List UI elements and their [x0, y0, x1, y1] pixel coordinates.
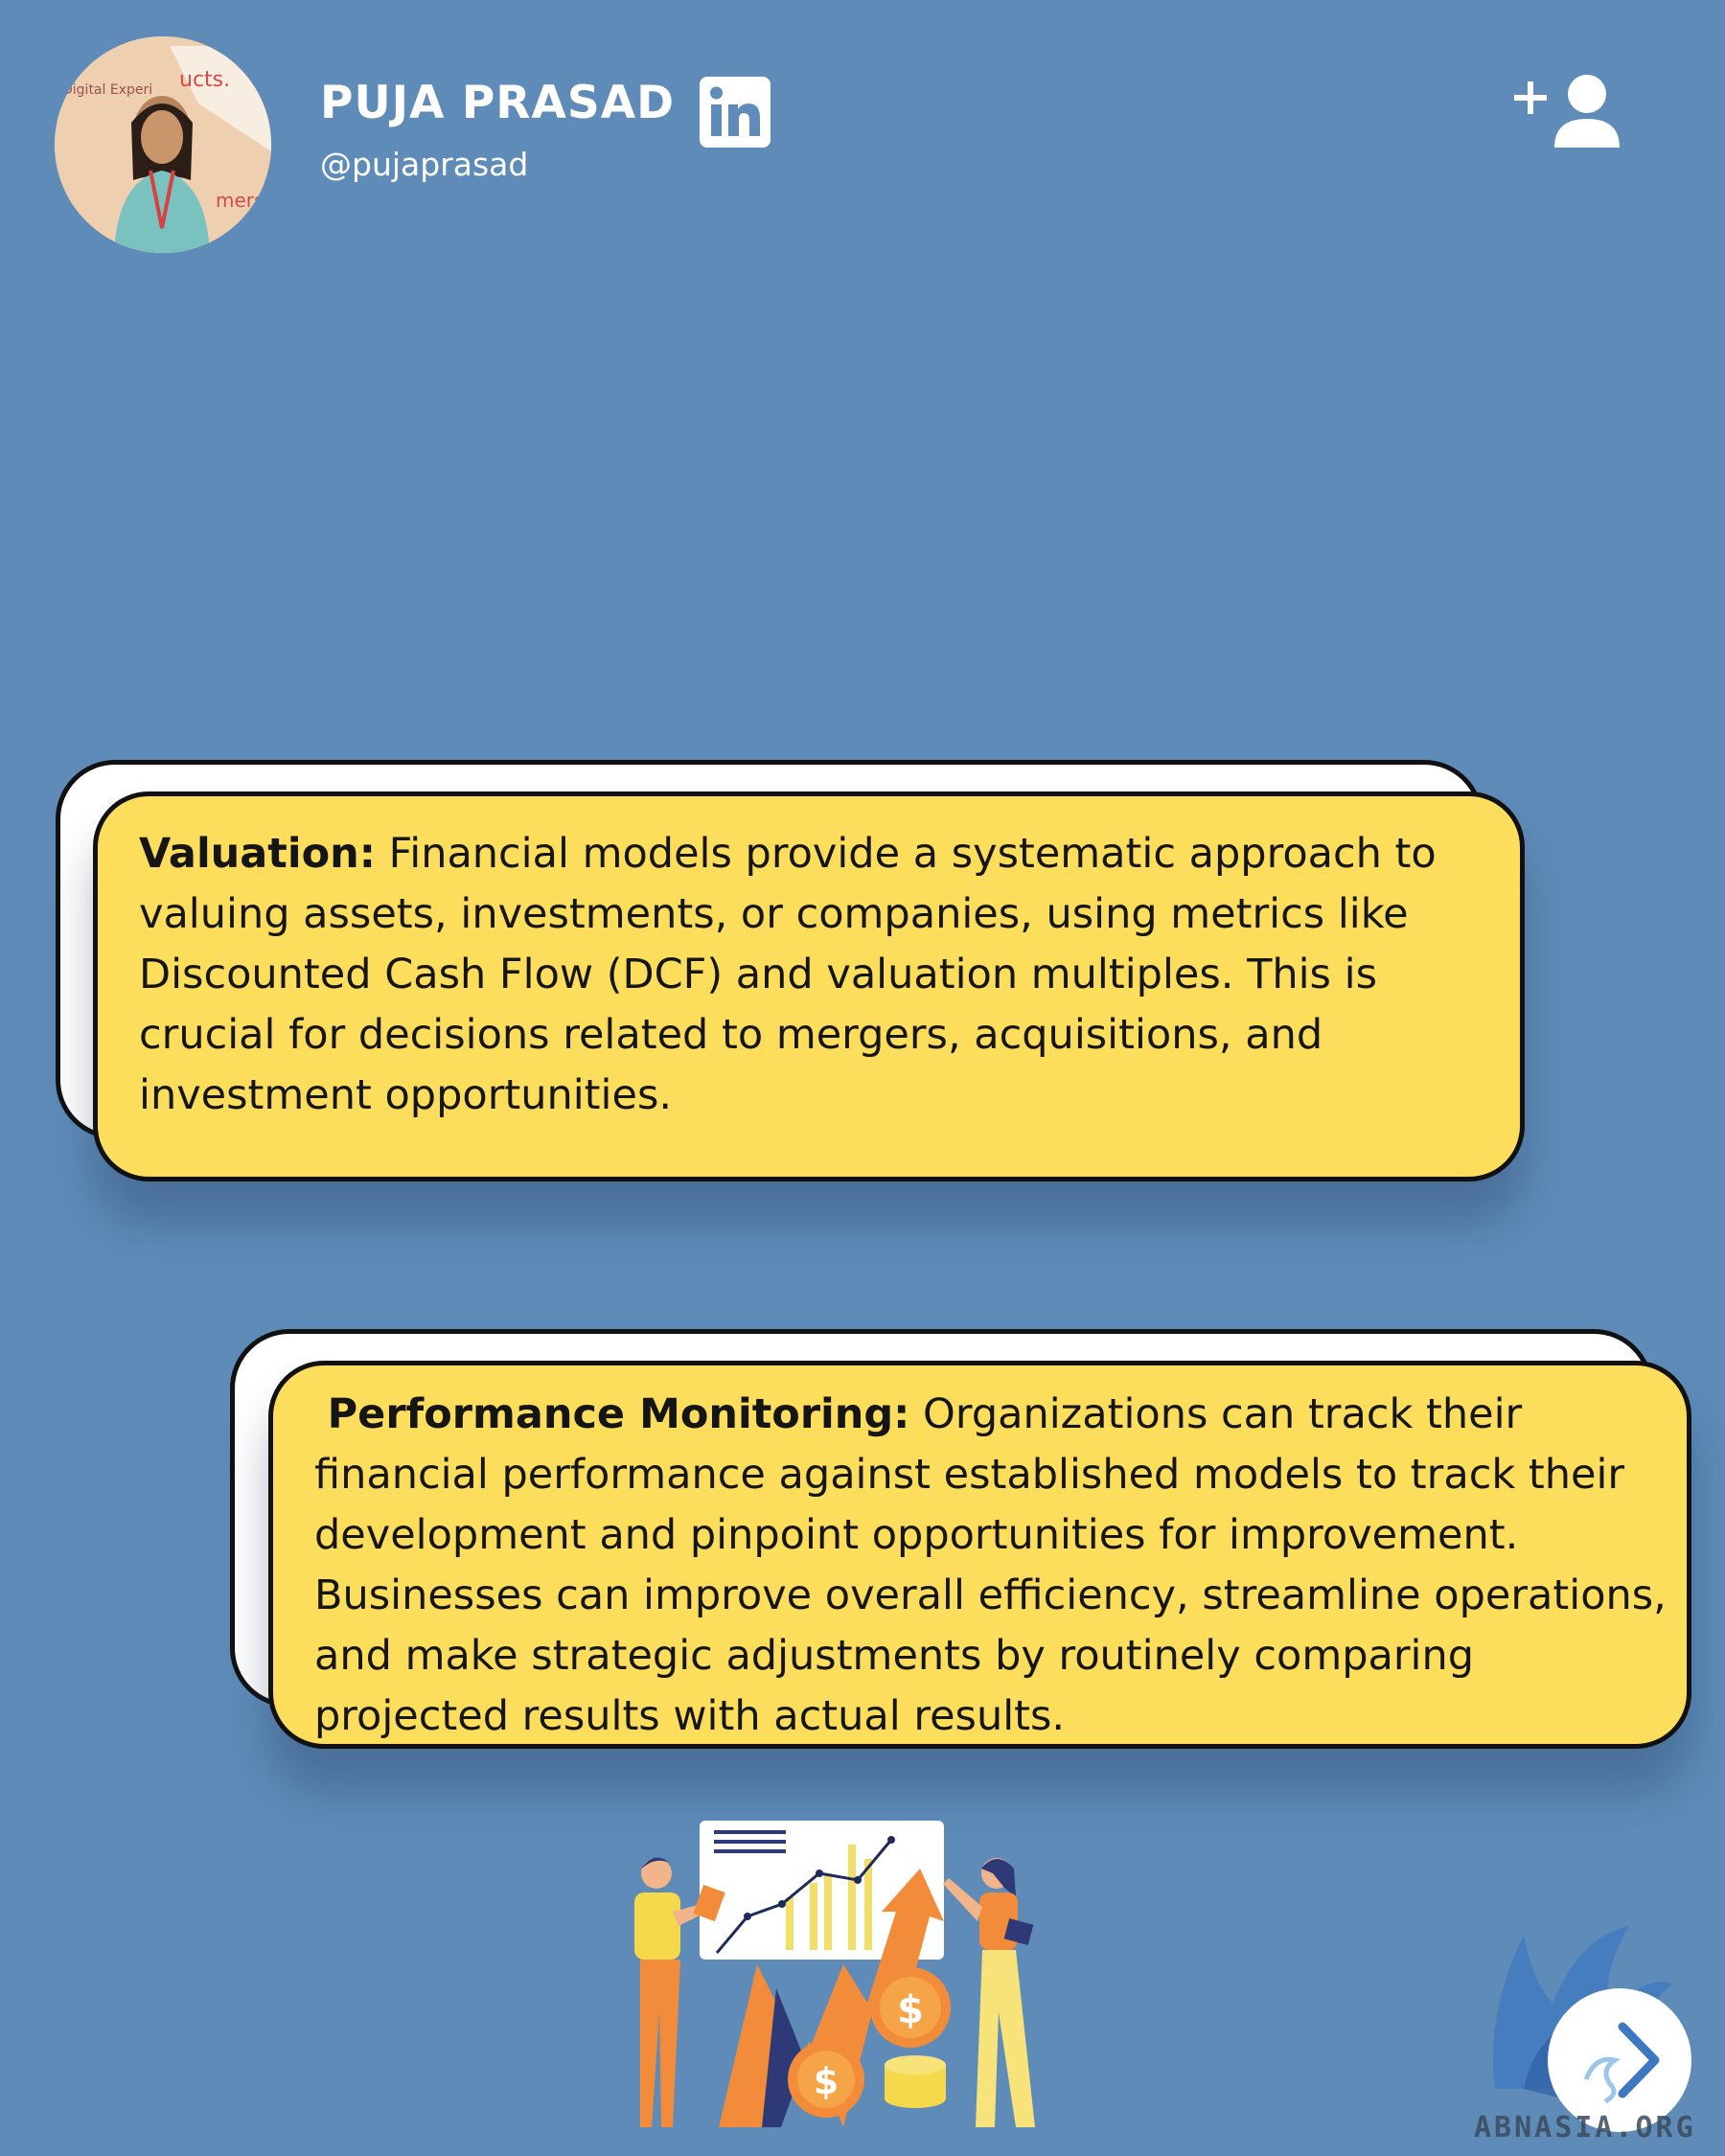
card-body: Organizations can track their financial …: [314, 1390, 1667, 1740]
card-heading: Valuation:: [139, 830, 376, 878]
svg-text:ucts.: ucts.: [179, 68, 230, 92]
profile-name: PUJA PRASAD: [320, 77, 676, 129]
profile-photo: ucts. Digital Experi mers: [55, 36, 271, 253]
profile-handle: @pujaprasad: [320, 146, 529, 183]
next-slide-button[interactable]: [1548, 1988, 1691, 2132]
brand-name: ABNASIA.ORG: [1474, 2111, 1696, 2145]
card-performance-monitoring: Performance Monitoring: Organizations ca…: [268, 1361, 1691, 1749]
card-text: Performance Monitoring: Organizations ca…: [314, 1385, 1675, 1744]
chevron-right-icon: [1583, 2022, 1660, 2104]
linkedin-icon[interactable]: [700, 77, 770, 148]
card-body: Financial models provide a systematic ap…: [139, 830, 1437, 1119]
svg-text:mers: mers: [216, 189, 264, 212]
add-user-icon[interactable]: [1512, 73, 1622, 149]
avatar[interactable]: ucts. Digital Experi mers: [55, 36, 271, 253]
svg-text:$: $: [897, 1988, 924, 2032]
card-heading: Performance Monitoring:: [327, 1390, 910, 1438]
card-valuation: Valuation: Financial models provide a sy…: [93, 791, 1525, 1181]
card-text: Valuation: Financial models provide a sy…: [139, 824, 1500, 1126]
svg-text:Digital Experi: Digital Experi: [62, 82, 152, 98]
finance-illustration: $ $: [613, 1821, 1073, 2146]
svg-text:$: $: [814, 2060, 839, 2102]
